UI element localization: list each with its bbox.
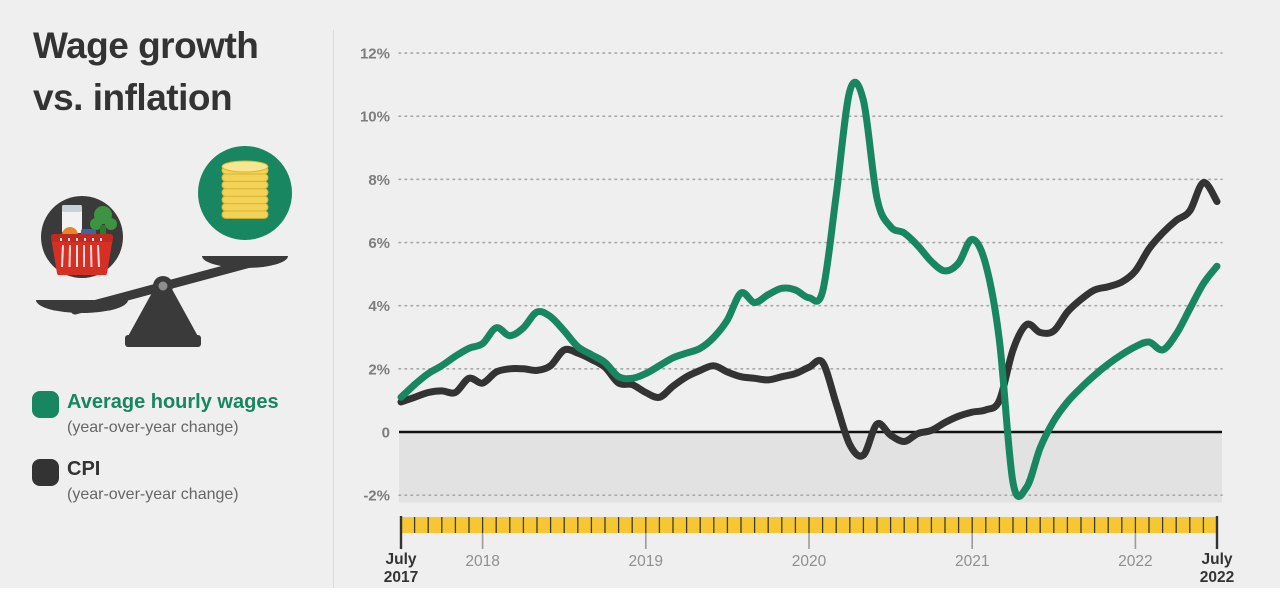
- cpi-line: [397, 179, 1221, 460]
- panel-divider: [333, 30, 334, 588]
- wages-line: [397, 78, 1221, 500]
- y-axis-label: 6%: [368, 235, 390, 252]
- right-scale-pan: [202, 256, 288, 268]
- y-axis-label: 8%: [368, 172, 390, 189]
- cpi-legend-label: CPI: [67, 458, 101, 480]
- x-end-label: July 2022: [1200, 551, 1234, 586]
- balance-scale-illustration: [36, 146, 292, 347]
- y-axis-label: 2%: [368, 361, 390, 378]
- balance-beam: [36, 256, 288, 347]
- groceries-basket-icon: [41, 196, 123, 278]
- y-axis-label: 4%: [368, 298, 390, 315]
- wages-legend-sublabel: (year-over-year change): [67, 419, 239, 436]
- page-title: Wage growth vs. inflation: [33, 20, 259, 124]
- wages-legend-label: Average hourly wages: [67, 391, 279, 413]
- y-axis-label: 10%: [360, 109, 390, 126]
- year-label: 2018: [465, 553, 499, 570]
- y-axis-label: -2%: [363, 488, 390, 505]
- y-axis-label: 0: [382, 425, 390, 442]
- cpi-legend-swatch: [32, 459, 59, 486]
- title-line-2: vs. inflation: [33, 77, 233, 118]
- left-scale-pan: [36, 300, 128, 313]
- year-label: 2022: [1118, 553, 1152, 570]
- year-label: 2020: [792, 553, 827, 570]
- below-zero-band: [399, 433, 1222, 503]
- coin-stack-icon: [198, 146, 292, 240]
- wages-legend-swatch: [32, 391, 59, 418]
- year-label: 2021: [955, 553, 989, 570]
- cpi-legend-sublabel: (year-over-year change): [67, 486, 239, 503]
- y-axis-label: 12%: [360, 46, 390, 63]
- x-start-label: July 2017: [384, 551, 418, 586]
- title-line-1: Wage growth: [33, 25, 259, 66]
- year-label: 2019: [629, 553, 663, 570]
